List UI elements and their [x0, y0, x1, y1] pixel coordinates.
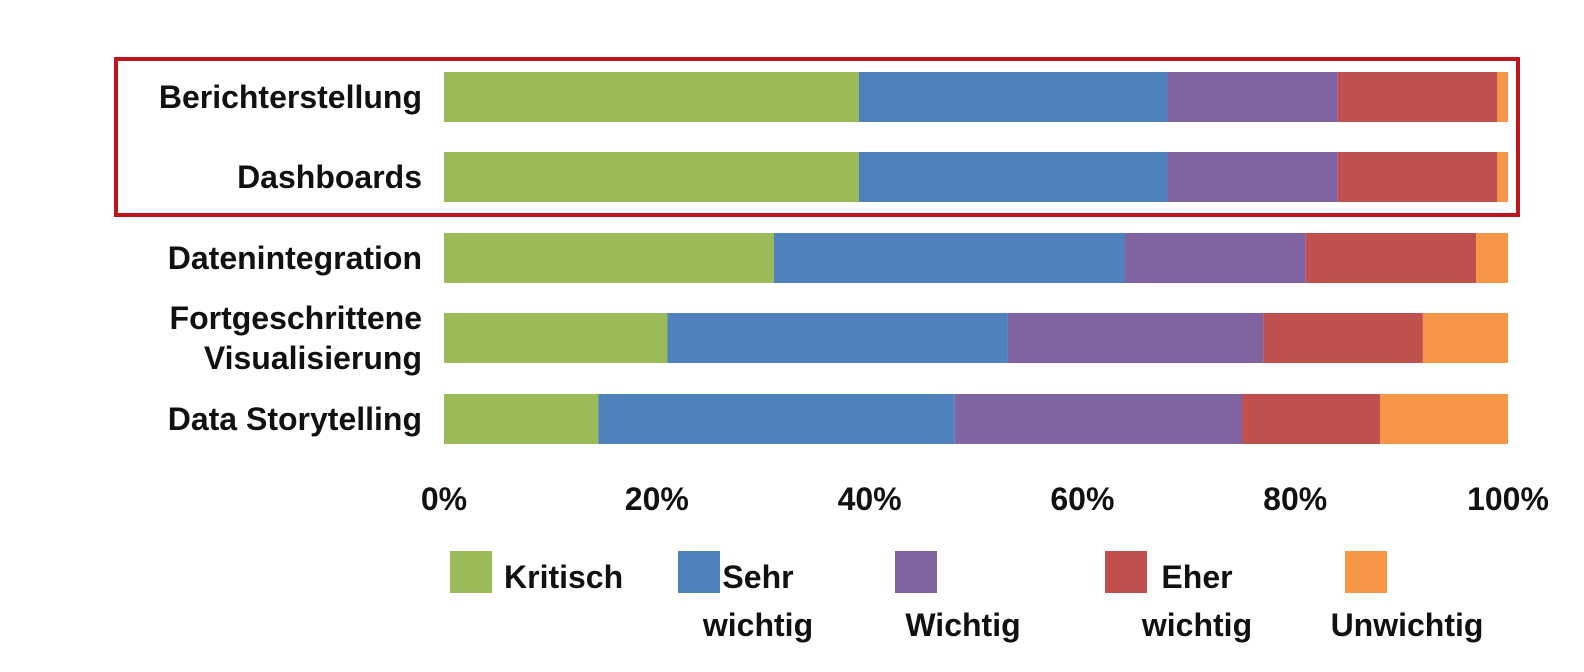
- category-label-data-storytelling: Data Storytelling: [168, 401, 422, 437]
- bar-dashboards-sehr-wichtig: [858, 152, 1168, 202]
- bar-data-storytelling-kritisch: [444, 394, 599, 444]
- legend-swatch-wichtig: [895, 551, 937, 593]
- x-tick-label-80pct: 80%: [1263, 481, 1327, 517]
- bar-fortgeschrittene-visualisierung-kritisch: [444, 313, 668, 363]
- bar-datenintegration-sehr-wichtig: [773, 233, 1125, 283]
- bar-data-storytelling-sehr-wichtig: [598, 394, 955, 444]
- bar-data-storytelling-unwichtig: [1380, 394, 1508, 444]
- legend-label-wichtig: Wichtig: [905, 607, 1020, 643]
- x-tick-label-40pct: 40%: [838, 481, 902, 517]
- category-label-datenintegration: Datenintegration: [168, 240, 422, 276]
- bar-dashboards-kritisch: [444, 152, 859, 202]
- x-tick-label-60pct: 60%: [1050, 481, 1114, 517]
- bar-datenintegration-eher-wichtig: [1305, 233, 1477, 283]
- bar-berichterstellung-sehr-wichtig: [858, 72, 1168, 122]
- legend-swatch-unwichtig: [1345, 551, 1387, 593]
- bar-fortgeschrittene-visualisierung-unwichtig: [1422, 313, 1508, 363]
- x-tick-label-0pct: 0%: [421, 481, 467, 517]
- legend-label-eher-wichtig: Eher wichtig: [1141, 559, 1252, 643]
- highlight-box: [114, 57, 1520, 217]
- legend-label-sehr-wichtig: Sehr wichtig: [702, 559, 813, 643]
- legend-label-unwichtig: Unwichtig: [1331, 607, 1484, 643]
- bar-datenintegration-wichtig: [1124, 233, 1306, 283]
- bars-group: [444, 72, 1508, 444]
- bar-berichterstellung-kritisch: [444, 72, 859, 122]
- bar-datenintegration-kritisch: [444, 233, 774, 283]
- category-labels: Berichterstellung Dashboards Datenintegrat…: [159, 79, 422, 437]
- legend-label-kritisch: Kritisch: [504, 559, 623, 595]
- legend-swatch-kritisch: [450, 551, 492, 593]
- bar-fortgeschrittene-visualisierung-sehr-wichtig: [667, 313, 1008, 363]
- legend: Kritisch Sehr wichtig Wichtig Eher wichtig Unw…: [450, 551, 1483, 643]
- category-label-fortgeschrittene-visualisierung: Fortgeschrittene Visualisierung: [170, 300, 422, 376]
- legend-swatch-eher-wichtig: [1105, 551, 1147, 593]
- bar-data-storytelling-wichtig: [954, 394, 1242, 444]
- bar-berichterstellung-wichtig: [1167, 72, 1338, 122]
- bar-dashboards-unwichtig: [1497, 152, 1508, 202]
- bar-datenintegration-unwichtig: [1476, 233, 1508, 283]
- bar-berichterstellung-eher-wichtig: [1337, 72, 1498, 122]
- category-label-dashboards: Dashboards: [237, 159, 422, 195]
- x-axis-tick-labels: 0% 20% 40% 60% 80% 100%: [421, 481, 1549, 517]
- bar-data-storytelling-eher-wichtig: [1242, 394, 1381, 444]
- legend-swatch-sehr-wichtig: [678, 551, 720, 593]
- bar-dashboards-wichtig: [1167, 152, 1338, 202]
- bar-berichterstellung-unwichtig: [1497, 72, 1508, 122]
- bar-fortgeschrittene-visualisierung-wichtig: [1007, 313, 1264, 363]
- bar-fortgeschrittene-visualisierung-eher-wichtig: [1263, 313, 1423, 363]
- category-label-berichterstellung: Berichterstellung: [159, 79, 422, 115]
- x-tick-label-100pct: 100%: [1467, 481, 1549, 517]
- bar-dashboards-eher-wichtig: [1337, 152, 1498, 202]
- x-tick-label-20pct: 20%: [625, 481, 689, 517]
